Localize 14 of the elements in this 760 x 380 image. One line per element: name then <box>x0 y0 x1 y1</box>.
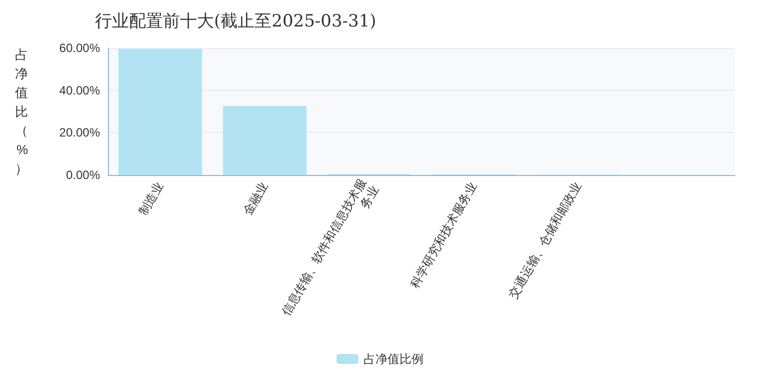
x-tick-label: 交通运输、仓储和邮政业 <box>506 180 584 301</box>
y-tick-label: 20.00% <box>59 126 100 140</box>
x-tick-label: 信息传输、软件和信息技术服务业 <box>279 176 382 318</box>
y-tick-label: 0.00% <box>66 168 100 182</box>
y-axis-title: 占净值比（%） <box>15 47 28 176</box>
x-tick-label: 制造业 <box>136 180 166 218</box>
bar <box>222 106 307 175</box>
y-tick-label: 40.00% <box>59 83 100 98</box>
x-tick-label: 金融业 <box>240 180 271 218</box>
legend-label: 占净值比例 <box>364 352 424 366</box>
y-tick-label: 60.00% <box>59 41 100 55</box>
chart-title: 行业配置前十大(截止至2025-03-31) <box>95 12 376 32</box>
x-tick-label: 科学研究和技术服务业 <box>408 180 480 290</box>
bar <box>118 49 202 175</box>
